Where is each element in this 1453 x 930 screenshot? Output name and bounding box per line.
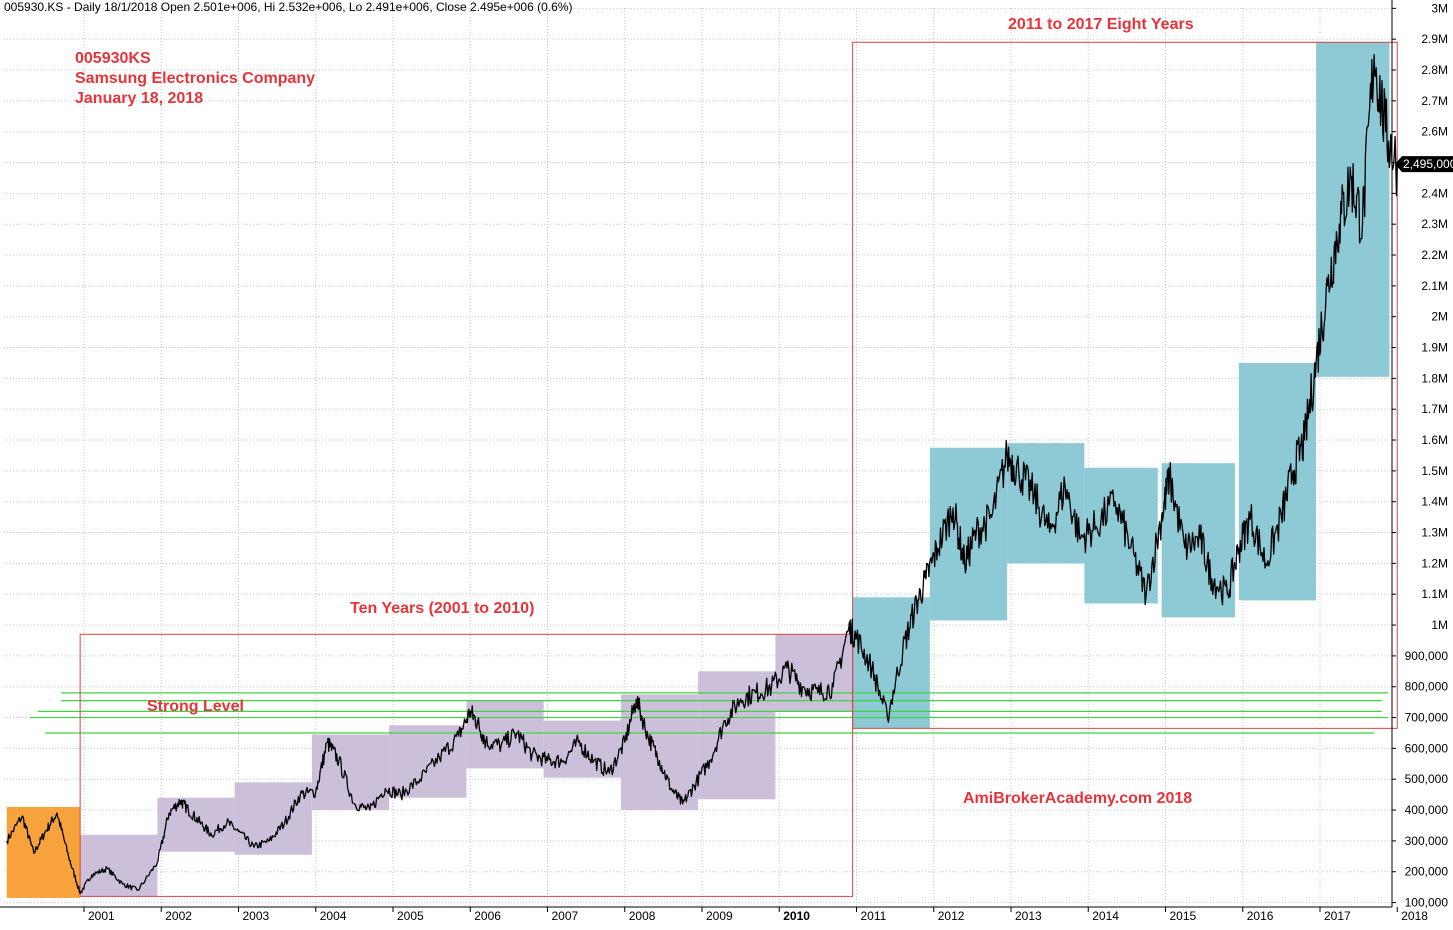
y-tick-label: 2.4M (1421, 186, 1448, 200)
range-box (1007, 443, 1085, 564)
range-box (389, 725, 467, 798)
ten-years-annotation: Ten Years (2001 to 2010) (350, 600, 535, 617)
x-tick-label: 2006 (474, 909, 501, 923)
x-tick-label: 2003 (243, 909, 270, 923)
y-tick-label: 500,000 (1405, 772, 1449, 786)
x-tick-label: 2011 (861, 909, 887, 923)
y-tick-label: 700,000 (1405, 711, 1449, 725)
last-price-label: 2,495,000 (1403, 157, 1453, 171)
y-tick-label: 1.6M (1421, 433, 1448, 447)
y-tick-label: 1.2M (1421, 556, 1448, 570)
range-box (698, 671, 776, 800)
x-tick-label: 2005 (397, 909, 424, 923)
y-tick-label: 1.1M (1421, 587, 1448, 601)
y-tick-label: 2.1M (1421, 279, 1448, 293)
grid-layer (4, 7, 1392, 907)
date-label: January 18, 2018 (75, 90, 204, 107)
range-box (234, 782, 312, 855)
y-tick-label: 2.6M (1421, 125, 1448, 139)
y-tick-label: 1M (1431, 618, 1448, 632)
x-tick-label: 2012 (938, 909, 965, 923)
x-tick-label: 2016 (1247, 909, 1274, 923)
y-tick-label: 2.2M (1421, 248, 1448, 262)
y-tick-label: 1.8M (1421, 371, 1448, 385)
y-tick-label: 100,000 (1405, 896, 1449, 910)
y-tick-label: 1.4M (1421, 495, 1448, 509)
y-tick-label: 800,000 (1405, 680, 1449, 694)
chart-header: 005930.KS - Daily 18/1/2018 Open 2.501e+… (4, 0, 573, 14)
range-box (157, 797, 235, 852)
x-tick-label: 2015 (1170, 909, 1197, 923)
strong-level-lines (29, 692, 1388, 734)
range-box (311, 734, 390, 811)
y-tick-label: 2.9M (1421, 32, 1448, 46)
y-tick-label: 600,000 (1405, 741, 1449, 755)
y-tick-label: 2.3M (1421, 217, 1448, 231)
company-label: Samsung Electronics Company (75, 70, 316, 87)
range-box (80, 834, 158, 897)
x-tick-label: 2007 (552, 909, 579, 923)
price-series (6, 53, 1398, 894)
range-box (1238, 362, 1317, 601)
ticker-label: 005930KS (75, 50, 151, 67)
y-tick-label: 1.5M (1421, 464, 1448, 478)
x-tick-label: 2002 (165, 909, 192, 923)
y-tick-label: 2.7M (1421, 94, 1448, 108)
y-tick-label: 400,000 (1405, 803, 1449, 817)
x-tick-label: 2009 (706, 909, 733, 923)
range-box (852, 597, 930, 729)
x-tick-label: 2013 (1015, 909, 1042, 923)
y-tick-label: 1.9M (1421, 341, 1448, 355)
x-tick-label: 2001 (88, 909, 115, 923)
price-line (6, 53, 1398, 894)
period-frame (852, 41, 1398, 729)
y-tick-label: 3M (1431, 1, 1448, 15)
x-tick-label: 2014 (1092, 909, 1119, 923)
period-frame (79, 633, 854, 897)
period-frames (79, 41, 1398, 897)
range-boxes (6, 42, 1390, 898)
eight-years-annotation: 2011 to 2017 Eight Years (1008, 16, 1194, 33)
y-tick-label: 300,000 (1405, 834, 1449, 848)
x-tick-label: 2008 (629, 909, 656, 923)
x-tick-label: 2004 (320, 909, 347, 923)
x-tick-label: 2018 (1401, 909, 1428, 923)
range-box (929, 447, 1008, 621)
strong-level-annotation: Strong Level (147, 698, 244, 715)
y-tick-label: 2.8M (1421, 63, 1448, 77)
watermark: AmiBrokerAcademy.com 2018 (963, 790, 1193, 807)
range-box (775, 634, 853, 712)
range-box (620, 694, 699, 811)
x-tick-label: 2010 (783, 909, 810, 923)
y-tick-label: 900,000 (1405, 649, 1449, 663)
range-box (1084, 467, 1158, 604)
y-tick-label: 200,000 (1405, 865, 1449, 879)
y-tick-label: 1.3M (1421, 526, 1448, 540)
y-tick-label: 1.7M (1421, 402, 1448, 416)
y-tick-label: 2M (1431, 310, 1448, 324)
last-price-marker (1395, 156, 1453, 173)
x-tick-label: 2017 (1324, 909, 1351, 923)
